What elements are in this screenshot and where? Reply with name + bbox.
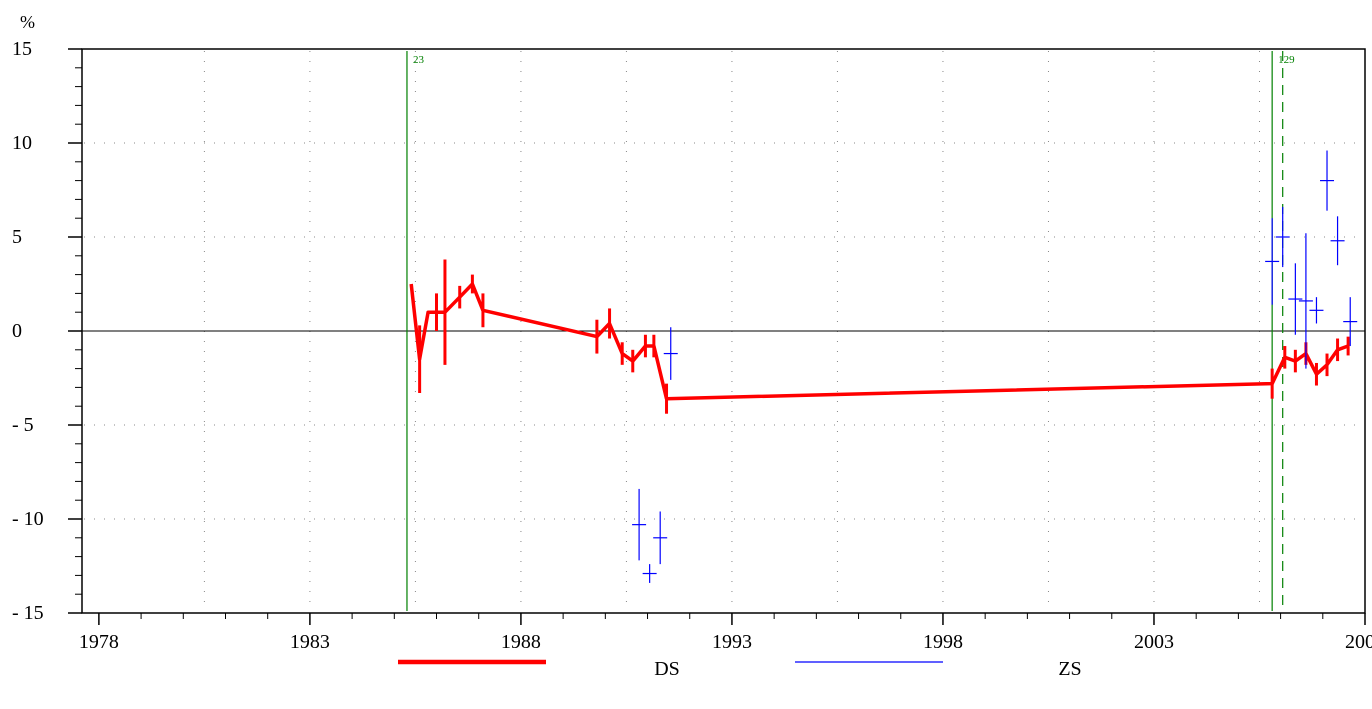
- y-tick-label: 15: [12, 38, 32, 60]
- event-marker-label: 23: [413, 54, 425, 66]
- y-axis-unit-label: %: [20, 12, 35, 32]
- x-tick-label: 1993: [712, 631, 752, 653]
- series-zs: [632, 150, 1358, 583]
- y-tick-label: - 15: [12, 602, 44, 624]
- y-tick-label: 0: [12, 320, 22, 342]
- x-tick-label: 2008: [1345, 631, 1372, 653]
- y-tick-label: 5: [12, 226, 22, 248]
- y-tick-label: - 10: [12, 508, 44, 530]
- x-tick-label: 1978: [79, 631, 119, 653]
- grid-layer: [82, 51, 1365, 611]
- event-marker-label: 129: [1278, 54, 1295, 66]
- marker-layer: 23 129: [406, 51, 1295, 611]
- series-line: [409, 282, 1349, 401]
- legend-label-ds: DS: [654, 658, 680, 680]
- x-tick-label: 1998: [923, 631, 963, 653]
- legend-label-zs: ZS: [1058, 658, 1081, 680]
- series-ds: [409, 259, 1350, 414]
- y-tick-label: - 5: [12, 414, 34, 436]
- axis-layer: 15 10 5 0 - 5 - 10 - 15 1978 1983 1988 1993 1998 200…: [12, 38, 1372, 653]
- y-tick-label: 10: [12, 132, 32, 154]
- series-layer: [409, 150, 1358, 583]
- legend: DS ZS: [398, 658, 1082, 680]
- x-tick-label: 2003: [1134, 631, 1174, 653]
- x-tick-label: 1988: [501, 631, 541, 653]
- x-tick-label: 1983: [290, 631, 330, 653]
